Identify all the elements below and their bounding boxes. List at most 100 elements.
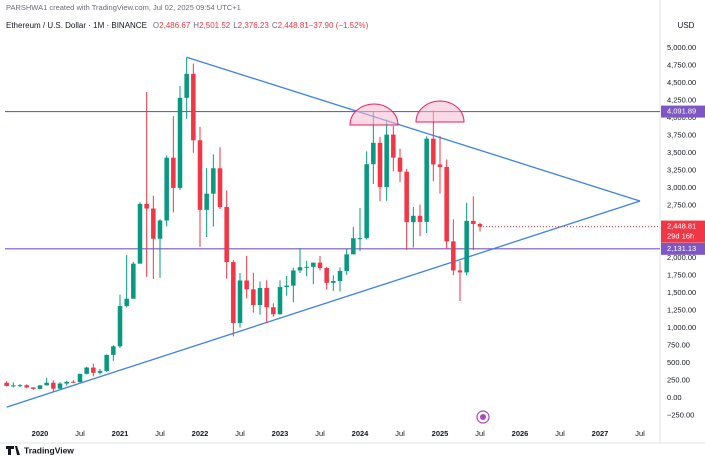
currency: USD — [678, 21, 695, 30]
x-tick-label: Jul — [75, 429, 85, 438]
candle-body — [131, 263, 136, 299]
candle-body — [457, 270, 463, 273]
candle-body — [424, 138, 429, 222]
ohlc-label: L — [233, 21, 238, 30]
ohlc-value: −37.90 (−1.52%) — [309, 21, 369, 30]
candle-body — [351, 238, 356, 255]
event-icon-dot — [480, 414, 486, 420]
y-tick-label: 1,500.00 — [667, 288, 696, 297]
candle-body — [117, 306, 123, 347]
price-tag-label: 4,091.89 — [667, 107, 696, 116]
x-tick-label: Jul — [155, 429, 165, 438]
candle-body — [411, 215, 416, 223]
ohlc-label: C — [272, 21, 278, 30]
y-tick-label: 1,000.00 — [667, 323, 696, 332]
x-tick-label: Jul — [635, 429, 645, 438]
candle-body — [4, 382, 9, 386]
y-tick-label: 5,000.00 — [667, 43, 696, 52]
ohlc-label: H — [193, 21, 199, 30]
x-tick-label: 2027 — [592, 429, 609, 438]
candle-body — [177, 97, 183, 188]
candle-body — [244, 280, 249, 290]
axes: −250.00 0.00 250.00 500.00 750.00 1,000.00 1,2… — [32, 43, 705, 438]
x-tick-label: Jul — [395, 429, 405, 438]
x-tick-label: 2021 — [112, 429, 129, 438]
candle-body — [477, 223, 483, 227]
candle-body — [391, 134, 396, 158]
candle-body — [231, 262, 236, 324]
candle-body — [284, 285, 289, 288]
candle-body — [144, 203, 149, 209]
x-tick-label: 2023 — [272, 429, 289, 438]
x-tick-label: 2022 — [192, 429, 209, 438]
candle-body — [184, 73, 189, 98]
y-tick-label: 2,750.00 — [667, 200, 696, 209]
candle-body — [251, 289, 256, 306]
y-tick-label: 4,250.00 — [667, 96, 696, 105]
y-tick-label: 0.00 — [667, 393, 682, 402]
candle-body — [111, 346, 116, 355]
x-tick-label: 2024 — [352, 429, 370, 438]
y-tick-label: 3,000.00 — [667, 183, 696, 192]
candle-body — [437, 164, 443, 168]
candle-body — [417, 215, 423, 222]
candle-body — [471, 220, 476, 224]
candle-body — [364, 164, 369, 239]
trend-line — [186, 56, 641, 202]
candle-body — [197, 140, 203, 210]
candle-body — [377, 142, 383, 188]
countdown: 29d 16h — [667, 232, 694, 241]
candle-body — [137, 203, 143, 264]
price-tag-label: 2,131.13 — [667, 244, 696, 253]
candle-body — [237, 280, 243, 324]
ohlc-label: O — [153, 21, 159, 30]
y-tick-label: 2,000.00 — [667, 253, 696, 262]
candle-body — [451, 241, 456, 271]
candle-body — [64, 381, 69, 384]
x-tick-label: Jul — [475, 429, 485, 438]
candle-body — [37, 385, 43, 389]
candle-body — [24, 385, 29, 388]
plot-area — [4, 56, 660, 408]
y-tick-label: 3,750.00 — [667, 130, 696, 139]
candle-body — [171, 157, 176, 188]
symbol: Ethereum / U.S. Dollar · 1M · BINANCE — [6, 21, 147, 30]
candle-body — [317, 262, 323, 269]
candle-body — [51, 382, 56, 389]
candle-body — [331, 281, 336, 283]
x-tick-label: Jul — [555, 429, 565, 438]
candle-body — [104, 354, 109, 371]
candle-body — [31, 387, 36, 389]
candle-body — [337, 270, 343, 282]
candle-body — [204, 193, 209, 210]
candle-body — [357, 238, 363, 240]
last-price-label: 2,448.81 — [667, 222, 696, 231]
candle-body — [431, 138, 436, 165]
candle-body — [164, 157, 169, 221]
candle-body — [257, 287, 263, 306]
candle-body — [264, 287, 269, 308]
candle-body — [217, 168, 223, 208]
y-tick-label: 250.00 — [667, 375, 690, 384]
last-price-tag — [661, 220, 705, 243]
x-tick-label: Jul — [235, 429, 245, 438]
candle-body — [291, 270, 296, 286]
x-tick-label: 2026 — [512, 429, 529, 438]
x-tick-label: Jul — [315, 429, 325, 438]
candle-body — [371, 142, 376, 165]
y-tick-label: −250.00 — [667, 410, 694, 419]
x-tick-label: 2025 — [432, 429, 449, 438]
y-tick-label: 3,250.00 — [667, 165, 696, 174]
y-tick-label: 1,750.00 — [667, 270, 696, 279]
candle-body — [91, 367, 96, 373]
candle-body — [97, 370, 103, 373]
candle-body — [71, 381, 76, 383]
chart-title: Ethereum / U.S. Dollar · 1M · BINANCE O2,… — [6, 21, 369, 30]
top-arc — [415, 100, 465, 123]
candle-body — [344, 254, 349, 271]
candle-body — [444, 167, 449, 242]
candle-body — [224, 207, 229, 263]
x-tick-label: 2020 — [32, 429, 49, 438]
candle-body — [44, 382, 49, 386]
candle-body — [124, 298, 129, 307]
